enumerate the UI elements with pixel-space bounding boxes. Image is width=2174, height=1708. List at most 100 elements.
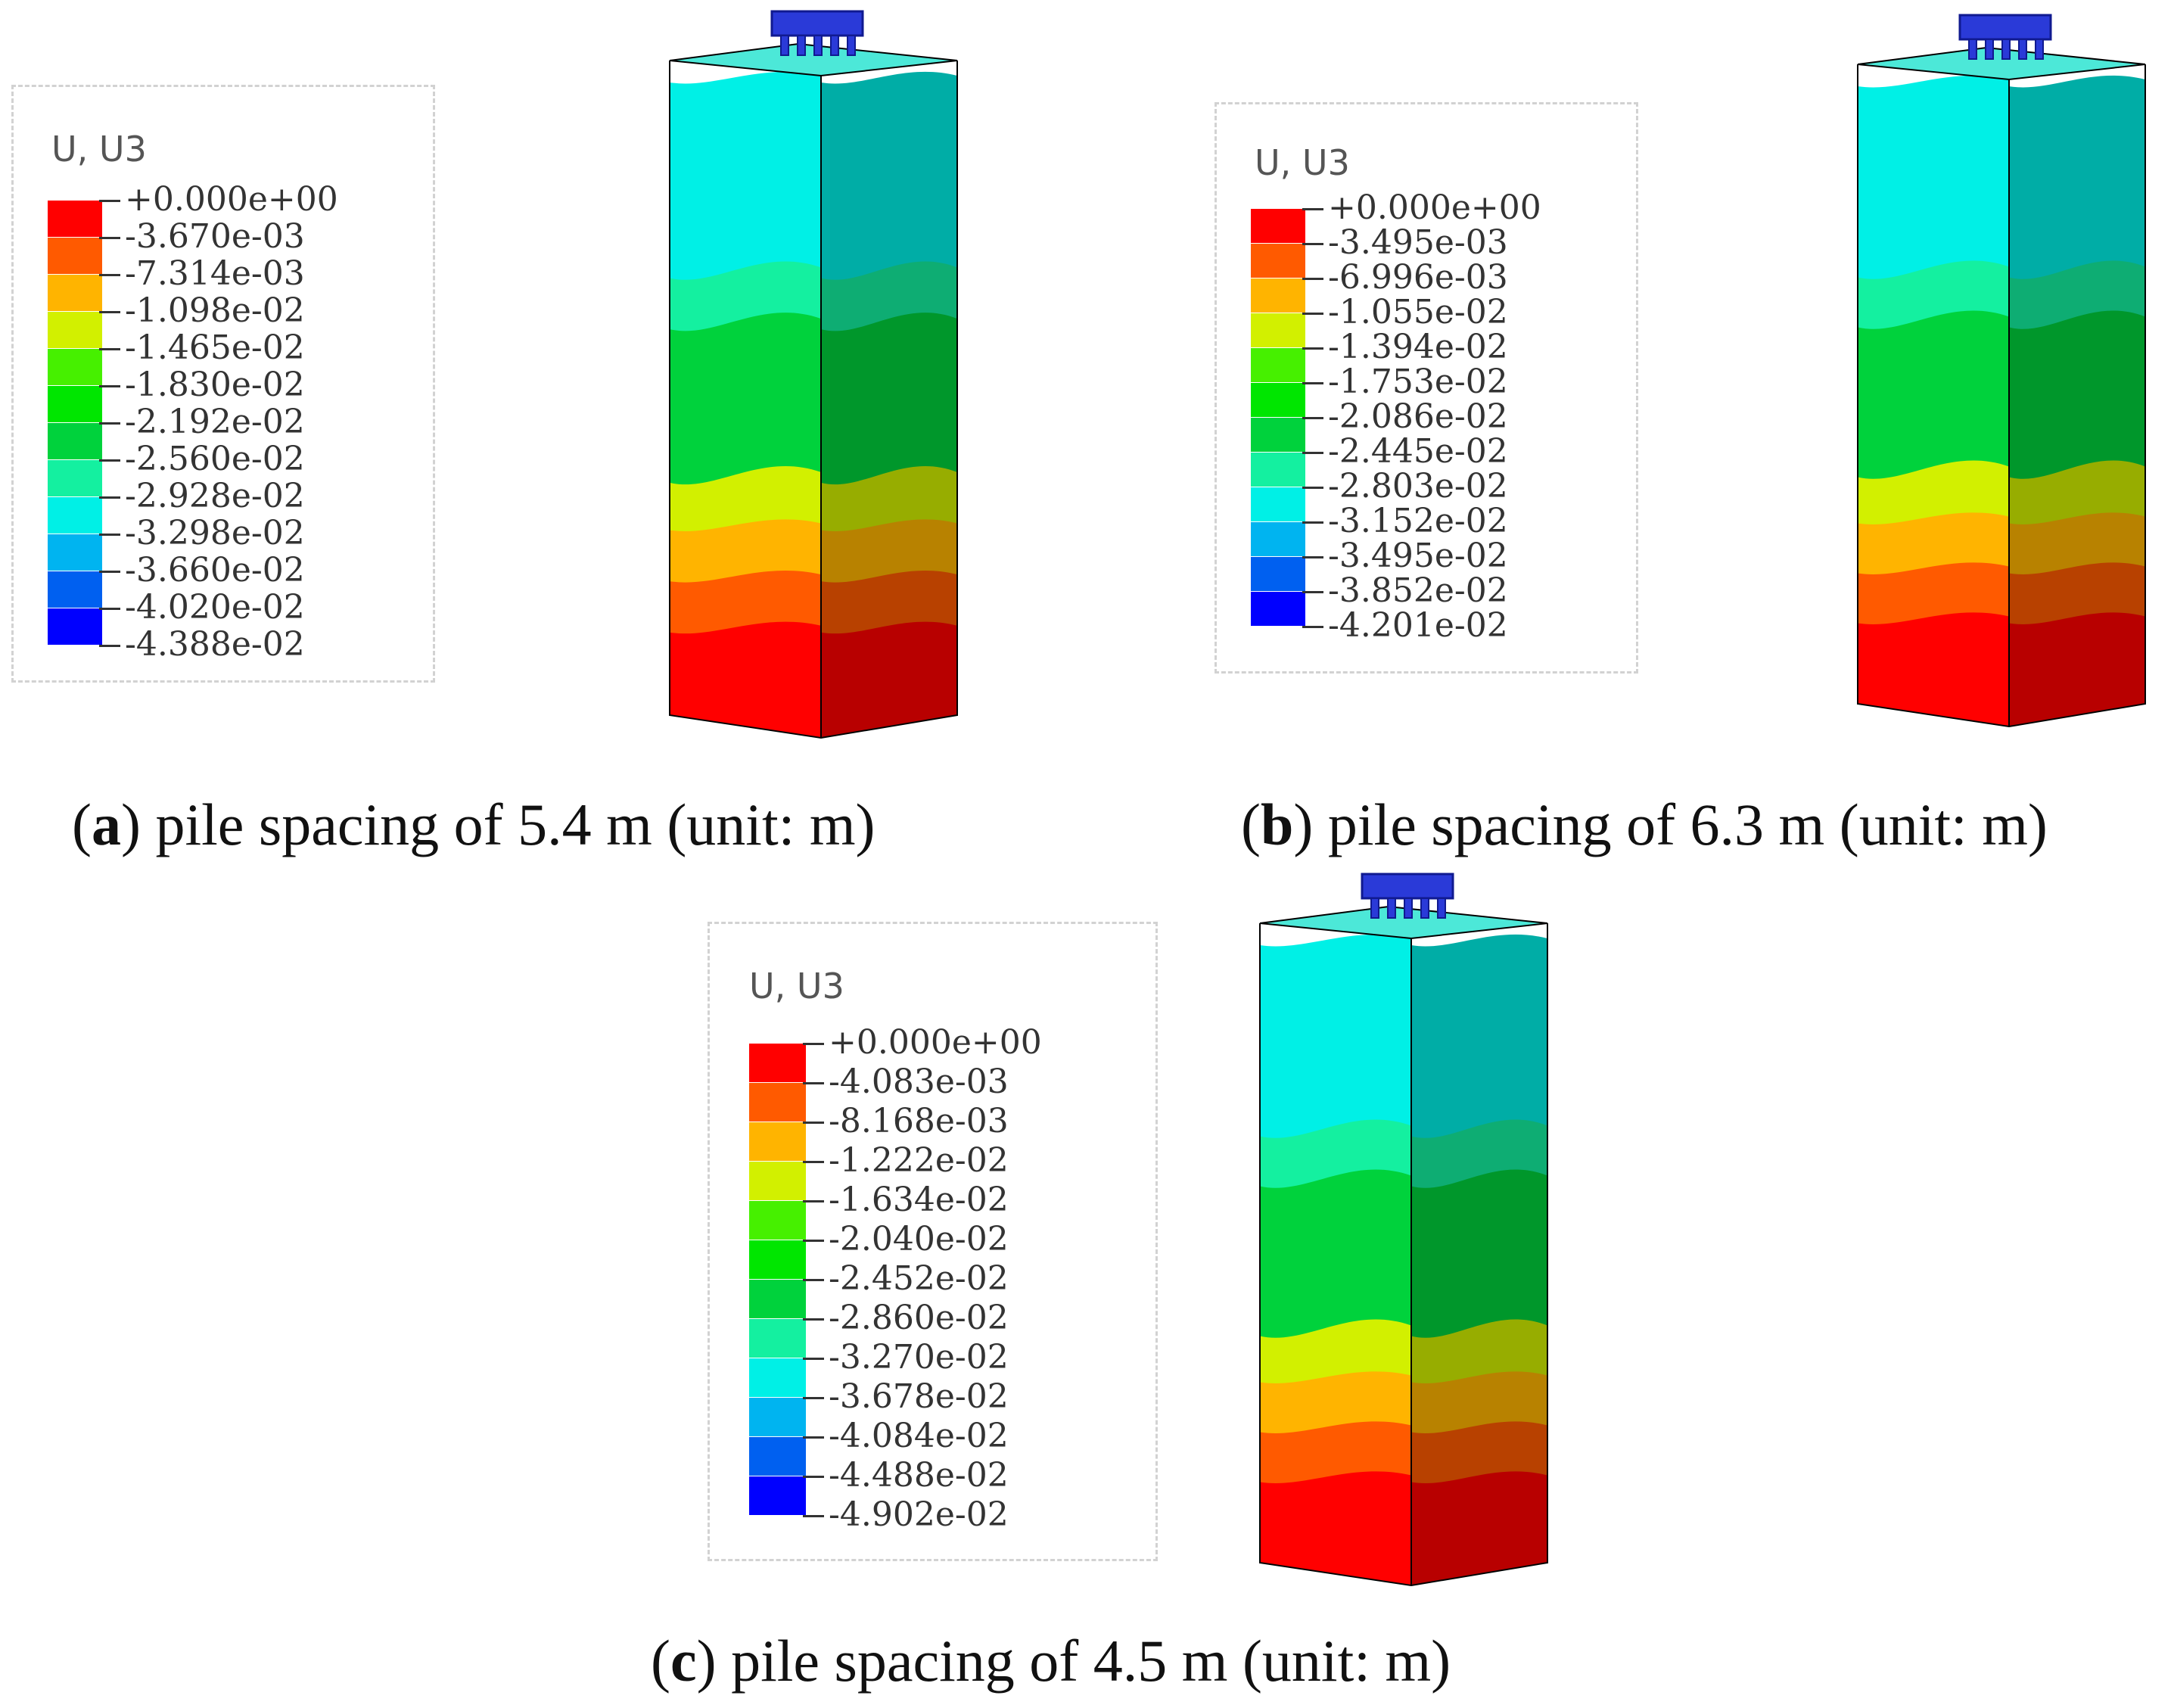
scale-tick [99,422,120,425]
caption-text: ) pile spacing of 5.4 m (unit: m) [120,792,876,857]
scale-tick [1302,591,1323,593]
scale-tick [99,608,120,610]
scale-level-label: -3.678e-02 [829,1377,1009,1416]
scale-swatch [749,1044,806,1082]
caption-text: ) pile spacing of 4.5 m (unit: m) [696,1628,1451,1694]
pile [830,35,839,56]
scale-swatch [749,1122,806,1161]
scale-swatch [48,534,102,571]
scale-level-label: -1.098e-02 [125,291,305,330]
scale-swatch [749,1083,806,1122]
scale-level-label: -4.488e-02 [829,1456,1009,1495]
scale-level-label: -4.083e-03 [829,1062,1009,1101]
scale-tick [99,645,120,647]
scale-level-label: -4.084e-02 [829,1417,1009,1455]
scale-level-label: +0.000e+00 [125,180,338,219]
scale-level-label: -1.394e-02 [1328,328,1508,366]
scale-tick [803,1122,824,1124]
scale-tick [99,274,120,276]
scale-tick [99,534,120,536]
pile-cap [770,10,864,37]
scale-swatch [1251,278,1305,313]
left-face [1260,934,1411,1585]
scale-swatch [1251,557,1305,591]
caption-letter: a [91,792,121,857]
scale-level-label: -2.803e-02 [1328,467,1508,506]
scale-tick [803,1515,824,1517]
contour-band [670,621,821,738]
scale-level-label: -3.852e-02 [1328,571,1508,610]
scale-swatch [1251,383,1305,417]
scale-swatch [1251,487,1305,521]
scale-level-label: -1.222e-02 [829,1141,1009,1180]
scale-level-label: -3.670e-03 [125,217,305,256]
scale-tick [803,1397,824,1399]
scale-tick [803,1436,824,1439]
scale-level-label: -2.192e-02 [125,403,305,441]
legend-c: U, U3 +0.000e+00 -4.083e-03 -8.168e-03 -1.2… [708,922,1158,1561]
soil-column-model-a [669,10,958,739]
scale-tick [803,1476,824,1478]
scale-level-label: +0.000e+00 [829,1023,1042,1062]
caption-letter: b [1260,792,1294,857]
scale-tick [99,496,120,499]
scale-swatch [1251,244,1305,278]
scale-swatch [48,386,102,422]
scale-level-label: -4.201e-02 [1328,606,1508,645]
contour-band [1260,1471,1411,1585]
scale-swatch [1251,348,1305,382]
pile [797,35,806,56]
scale-tick [803,1318,824,1321]
scale-tick [1302,417,1323,419]
scale-level-label: -2.452e-02 [829,1259,1009,1298]
scale-level-label: -2.560e-02 [125,440,305,478]
scale-swatch [749,1358,806,1397]
scale-level-label: -2.040e-02 [829,1220,1009,1258]
scale-tick [1302,278,1323,280]
scale-swatch [48,312,102,348]
scale-swatch [48,608,102,645]
pile [1420,898,1429,919]
scale-tick [99,348,120,350]
legend-title: U, U3 [749,966,844,1006]
pile [1437,898,1446,919]
scale-swatch [749,1319,806,1358]
legend-title: U, U3 [1255,142,1350,183]
pile [1387,898,1396,919]
scale-tick [1302,452,1323,454]
scale-swatch [48,460,102,496]
right-face [1411,934,1547,1585]
contour-band [2009,612,2145,726]
legend-b: U, U3 +0.000e+00 -3.495e-03 -6.996e-03 -1.0… [1215,102,1638,674]
pile [1404,898,1413,919]
scale-swatch [1251,592,1305,626]
scale-level-label: -2.928e-02 [125,477,305,515]
scale-tick [803,1082,824,1084]
right-face [821,71,957,738]
soil-column-model-c [1259,873,1548,1587]
left-face [670,71,821,738]
pile [780,35,789,56]
scale-tick [803,1358,824,1360]
scale-tick [1302,487,1323,489]
scale-swatch [48,571,102,608]
scale-swatch [48,238,102,274]
right-face [2009,75,2145,726]
scale-level-label: -1.055e-02 [1328,293,1508,331]
scale-level-label: -3.495e-03 [1328,223,1508,262]
scale-tick [99,571,120,573]
scale-swatch [1251,522,1305,556]
contour-band [1411,1471,1547,1585]
scale-swatch [1251,453,1305,487]
scale-level-label: -4.902e-02 [829,1495,1009,1534]
scale-level-label: -6.996e-03 [1328,258,1508,297]
scale-tick [99,385,120,387]
scale-level-label: -3.495e-02 [1328,537,1508,575]
scale-swatch [48,423,102,459]
scale-tick [803,1240,824,1242]
scale-tick [803,1279,824,1281]
scale-swatch [749,1201,806,1240]
scale-tick [803,1161,824,1163]
scale-level-label: -3.152e-02 [1328,502,1508,540]
caption-a: (a) pile spacing of 5.4 m (unit: m) [72,792,876,857]
